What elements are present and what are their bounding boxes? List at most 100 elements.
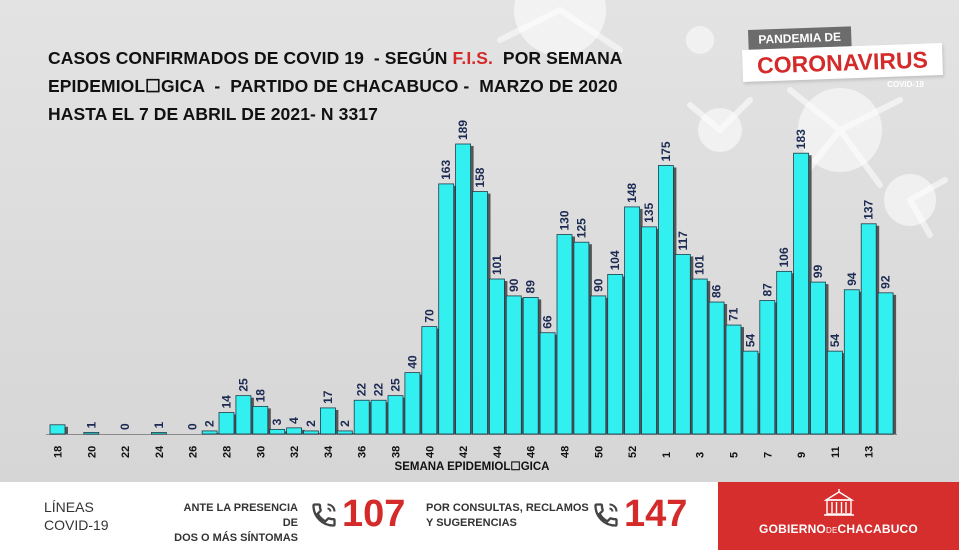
- bar-1: [658, 165, 674, 435]
- value-label-2: 117: [676, 231, 690, 251]
- tick-label-36: 36: [357, 446, 369, 458]
- bar-47: [539, 332, 556, 435]
- tick-label-48: 48: [560, 446, 572, 458]
- fis-highlight: F.I.S.: [452, 48, 493, 68]
- value-label-40: 70: [422, 309, 436, 323]
- tick-label-42: 42: [458, 446, 470, 458]
- tick-label-52: 52: [627, 446, 639, 458]
- tick-label-44: 44: [492, 445, 504, 458]
- bar-35: [336, 430, 353, 435]
- value-label-36: 22: [355, 383, 369, 397]
- phone-number-147[interactable]: 147: [624, 493, 688, 535]
- bar-6: [742, 350, 759, 435]
- bar-46: [522, 297, 539, 435]
- value-label-46: 89: [524, 280, 538, 294]
- bar-53: [641, 226, 657, 435]
- value-label-42: 189: [456, 120, 470, 140]
- phone-number-107[interactable]: 107: [342, 493, 406, 535]
- bar-18: [49, 424, 66, 435]
- value-label-28: 14: [220, 395, 234, 409]
- phone-icon: [594, 503, 618, 527]
- tick-label-5: 5: [729, 452, 741, 458]
- bar-4: [708, 301, 725, 435]
- tick-label-30: 30: [255, 446, 267, 458]
- value-label-27: 2: [203, 420, 217, 427]
- bar-30: [252, 405, 269, 435]
- footer: LÍNEAS COVID-19 ANTE LA PRESENCIA DE DOS…: [0, 482, 959, 550]
- value-label-3: 101: [693, 255, 707, 275]
- badge-sub-label: COVID-19: [887, 80, 924, 89]
- bar-42: [455, 143, 472, 435]
- sintomas-label: ANTE LA PRESENCIA DE DOS O MÁS SÍNTOMAS: [174, 502, 298, 544]
- value-label-53: 135: [642, 203, 656, 223]
- value-label-47: 66: [541, 315, 555, 329]
- value-label-39: 40: [405, 355, 419, 369]
- bar-39: [404, 372, 421, 435]
- bar-3: [691, 278, 708, 435]
- value-label-49: 125: [574, 218, 588, 238]
- value-label-4: 86: [710, 284, 724, 298]
- value-label-29: 25: [236, 378, 250, 392]
- value-label-10: 99: [811, 264, 825, 278]
- value-label-51: 104: [608, 250, 622, 270]
- phone-icon: [312, 503, 336, 527]
- value-label-20: 1: [84, 421, 98, 428]
- value-label-1: 175: [659, 141, 673, 161]
- value-label-44: 101: [490, 255, 504, 275]
- bar-43: [472, 191, 488, 435]
- value-label-7: 87: [760, 283, 774, 297]
- government-name: GOBIERNODECHACABUCO: [759, 522, 918, 536]
- tick-label-38: 38: [391, 446, 403, 458]
- value-label-8: 106: [777, 247, 791, 267]
- tick-label-3: 3: [695, 452, 707, 458]
- tick-label-40: 40: [424, 446, 436, 458]
- bar-20: [83, 432, 100, 435]
- bar-41: [438, 183, 455, 435]
- value-label-9: 183: [794, 129, 808, 149]
- bar-5: [725, 324, 742, 435]
- value-label-24: 1: [152, 421, 166, 428]
- bar-31: [269, 428, 286, 435]
- bar-34: [319, 407, 336, 435]
- bar-11: [827, 350, 843, 435]
- bar-37: [370, 399, 387, 435]
- bar-7: [759, 300, 776, 435]
- bar-52: [624, 206, 640, 435]
- bar-44: [488, 278, 505, 435]
- tick-label-18: 18: [53, 446, 65, 458]
- value-label-45: 90: [507, 278, 521, 292]
- tick-label-24: 24: [154, 445, 166, 458]
- bar-27: [201, 430, 218, 435]
- value-label-38: 25: [389, 378, 403, 392]
- x-axis-label: SEMANA EPIDEMIOL☐GICA: [395, 461, 550, 473]
- value-label-35: 2: [338, 420, 352, 427]
- value-label-43: 158: [473, 167, 487, 187]
- bar-29: [235, 395, 252, 435]
- value-label-52: 148: [625, 183, 639, 203]
- bar-38: [387, 395, 404, 435]
- tick-label-11: 11: [830, 446, 842, 458]
- value-label-22: 0: [118, 423, 132, 430]
- value-label-30: 18: [253, 389, 267, 403]
- value-label-32: 4: [287, 417, 301, 424]
- value-label-12: 94: [845, 272, 859, 286]
- virus-decoration-icon: [0, 0, 959, 482]
- bar-45: [505, 295, 522, 435]
- building-icon: [823, 489, 855, 516]
- chart-title-line-1: CASOS CONFIRMADOS DE COVID 19 - SEGÚN F.…: [48, 48, 623, 68]
- bar-10: [810, 281, 826, 435]
- bar-13: [860, 223, 877, 435]
- bar-49: [573, 241, 590, 435]
- bar-36: [353, 399, 370, 435]
- value-label-50: 90: [591, 278, 605, 292]
- pandemic-badge: PANDEMIA DE CORONAVIRUS COVID-19: [742, 26, 943, 92]
- bar-50: [590, 295, 607, 435]
- tick-label-26: 26: [188, 446, 200, 458]
- bar-24: [150, 432, 167, 435]
- bar-2: [674, 254, 691, 435]
- bar-14: [877, 292, 894, 435]
- bar-12: [843, 289, 860, 435]
- value-label-33: 2: [304, 420, 318, 427]
- value-label-37: 22: [372, 383, 386, 397]
